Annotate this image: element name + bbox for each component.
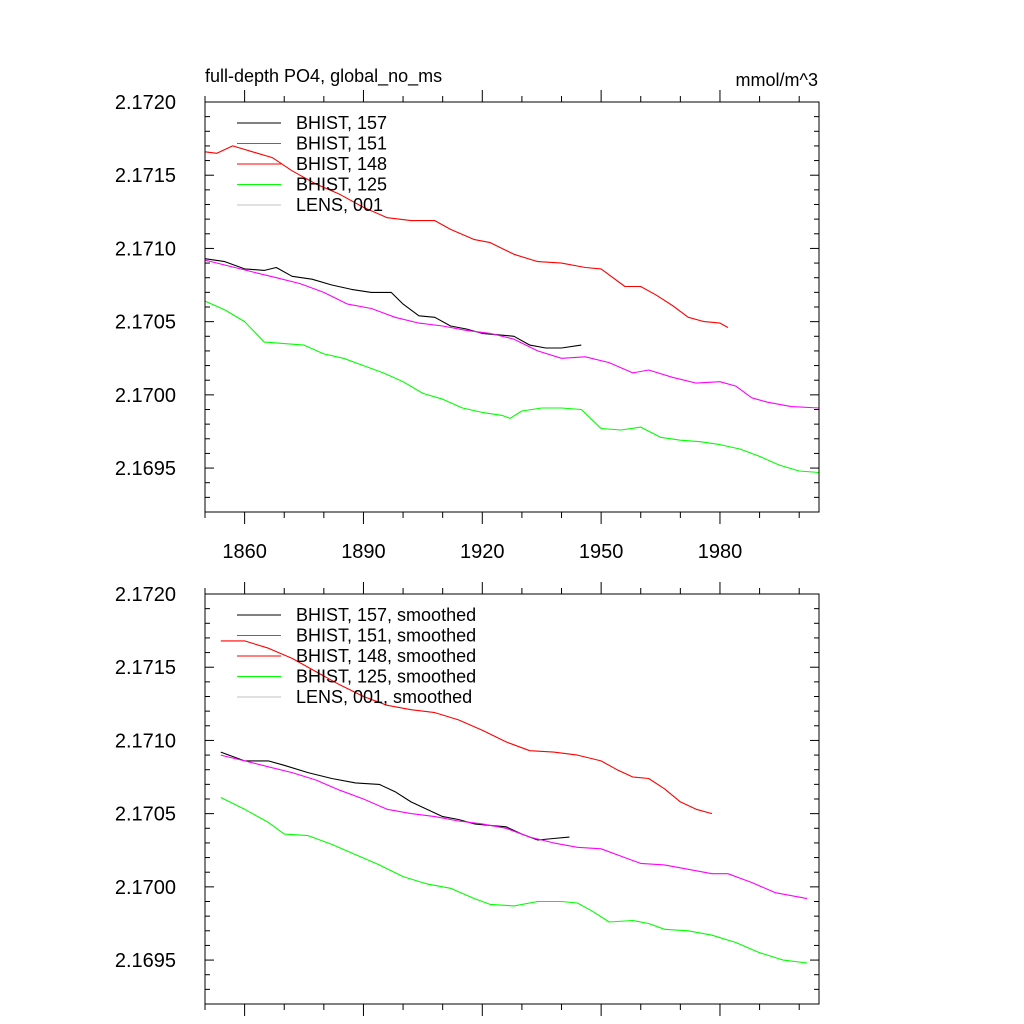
legend-label: BHIST, 151 xyxy=(296,134,387,154)
legend-label: BHIST, 157 xyxy=(296,113,387,133)
bottom-panel-frame xyxy=(204,593,820,1005)
legend-label: BHIST, 125, smoothed xyxy=(296,667,476,687)
y-tick-label: 2.1700 xyxy=(115,385,176,407)
legend-label: BHIST, 125 xyxy=(296,175,387,195)
x-tick-label: 1860 xyxy=(222,541,267,563)
x-tick-label: 1920 xyxy=(460,541,505,563)
y-tick-label: 2.1715 xyxy=(115,657,176,679)
top-panel-frame xyxy=(204,101,820,513)
bottom-panel: 2.1720 2.1715 2.1710 2.1705 2.1700 2.1695 BHI… xyxy=(115,582,820,1016)
y-tick-label: 2.1695 xyxy=(115,458,176,480)
y-tick-label: 2.1715 xyxy=(115,165,176,187)
plot-title: full-depth PO4, global_no_ms xyxy=(205,66,442,87)
top-panel-axes: 2.1720 2.1715 2.1710 2.1705 2.1700 2.1695 1860… xyxy=(115,90,819,563)
y-tick-label: 2.1700 xyxy=(115,877,176,899)
legend-label: LENS, 001, smoothed xyxy=(296,687,472,707)
y-tick-label: 2.1710 xyxy=(115,730,176,752)
series-line xyxy=(204,258,582,349)
top-panel: 2.1720 2.1715 2.1710 2.1705 2.1700 2.1695 1860… xyxy=(115,90,820,563)
legend-label: BHIST, 151, smoothed xyxy=(296,626,476,646)
series-line xyxy=(204,145,729,328)
top-panel-series xyxy=(204,145,820,474)
x-tick-label: 1950 xyxy=(579,541,624,563)
bottom-panel-axes: 2.1720 2.1715 2.1710 2.1705 2.1700 2.1695 xyxy=(115,582,819,1016)
series-line xyxy=(220,640,713,815)
x-tick-label: 1890 xyxy=(341,541,386,563)
legend-label: BHIST, 148 xyxy=(296,154,387,174)
series-line xyxy=(204,259,820,409)
series-line xyxy=(204,300,820,474)
y-tick-label: 2.1705 xyxy=(115,804,176,826)
units-label: mmol/m^3 xyxy=(736,70,818,90)
y-tick-label: 2.1710 xyxy=(115,238,176,260)
bottom-panel-series xyxy=(220,640,808,964)
legend-label: BHIST, 148, smoothed xyxy=(296,646,476,666)
series-line xyxy=(220,797,808,964)
y-tick-label: 2.1695 xyxy=(115,950,176,972)
series-line xyxy=(220,751,570,841)
legend-label: BHIST, 157, smoothed xyxy=(296,605,476,625)
y-tick-label: 2.1705 xyxy=(115,312,176,334)
legend-label: LENS, 001 xyxy=(296,195,383,215)
y-tick-label: 2.1720 xyxy=(115,584,176,606)
y-tick-label: 2.1720 xyxy=(115,92,176,114)
series-line xyxy=(220,754,808,900)
x-tick-label: 1980 xyxy=(698,541,743,563)
